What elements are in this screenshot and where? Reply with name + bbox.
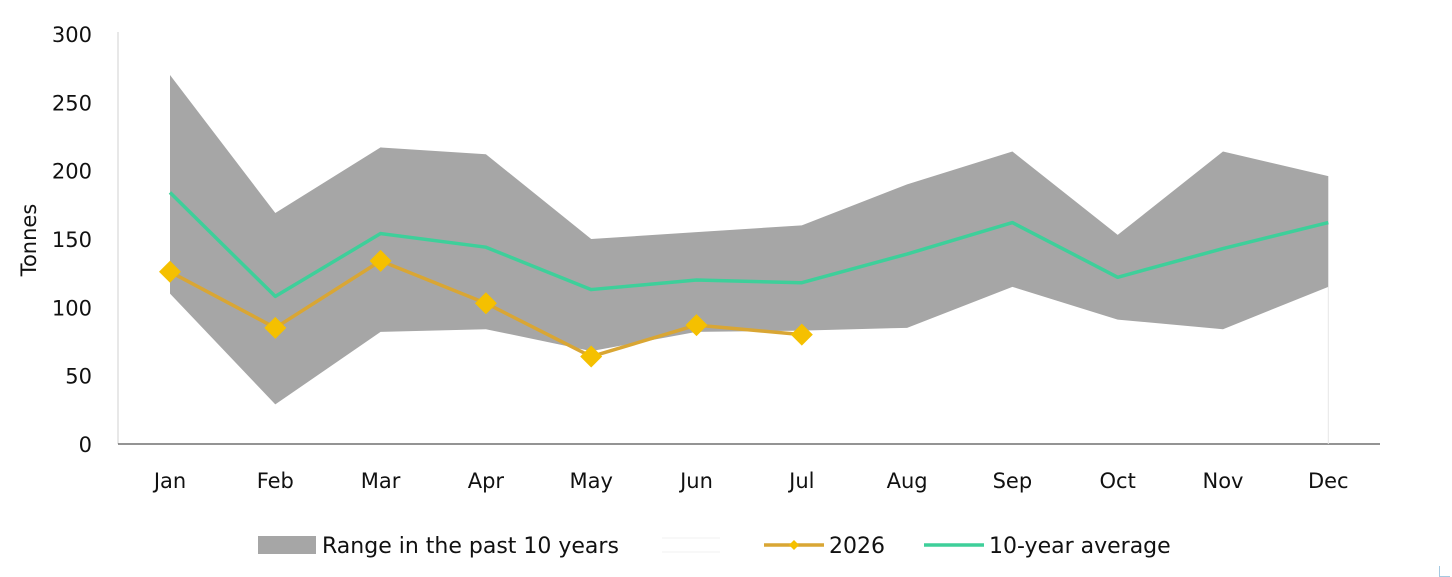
- x-tick-label: Sep: [993, 469, 1033, 493]
- legend: Range in the past 10 years 2026 10-year av…: [258, 534, 1171, 559]
- x-tick-label: Jul: [787, 469, 814, 493]
- y-tick-label: 250: [52, 91, 92, 115]
- data-point-2026: [685, 314, 708, 337]
- legend-marker-2026: [789, 540, 799, 550]
- x-tick-label: Dec: [1308, 469, 1349, 493]
- current-year-layer: [159, 249, 813, 368]
- x-tick-label: Mar: [361, 469, 401, 493]
- y-tick-label: 50: [65, 365, 92, 389]
- data-point-2026: [580, 345, 603, 368]
- range-area: [170, 75, 1329, 405]
- average-line-layer: [168, 191, 1329, 299]
- data-point-2026: [159, 260, 181, 283]
- y-axis-title: Tonnes: [17, 204, 41, 278]
- y-tick-label: 100: [52, 296, 92, 320]
- legend-label-range: Range in the past 10 years: [322, 534, 619, 559]
- legend-label-10-year-average: 10-year average: [989, 534, 1171, 559]
- y-tick-label: 200: [52, 160, 92, 184]
- x-tick-label: Jun: [678, 469, 713, 493]
- range-area-layer: [170, 75, 1329, 405]
- x-tick-label: Oct: [1100, 469, 1136, 493]
- axes: [117, 32, 1380, 445]
- x-tick-label: May: [569, 469, 612, 493]
- data-point-2026: [474, 292, 497, 315]
- data-point-2026: [369, 249, 392, 272]
- y-tick-label: 150: [52, 228, 92, 252]
- x-tick-label: Jan: [152, 469, 186, 493]
- data-point-2026: [790, 323, 813, 346]
- data-point-2026: [264, 316, 287, 339]
- x-tick-label: Feb: [257, 469, 294, 493]
- x-axis-tick-labels: Jan Feb Mar Apr May Jun Jul Aug Sep Oct Nov Dec: [152, 469, 1349, 493]
- series-line-10-year-average: [168, 191, 1329, 299]
- x-tick-label: Nov: [1203, 469, 1244, 493]
- y-axis-tick-labels: 0 50 100 150 200 250 300: [52, 23, 92, 457]
- x-tick-label: Aug: [887, 469, 928, 493]
- legend-swatch-range: [258, 536, 316, 554]
- y-tick-label: 0: [79, 433, 92, 457]
- x-tick-label: Apr: [468, 469, 505, 493]
- legend-label-2026: 2026: [829, 534, 885, 559]
- resize-corner-icon: [1439, 566, 1450, 577]
- y-tick-label: 300: [52, 23, 92, 47]
